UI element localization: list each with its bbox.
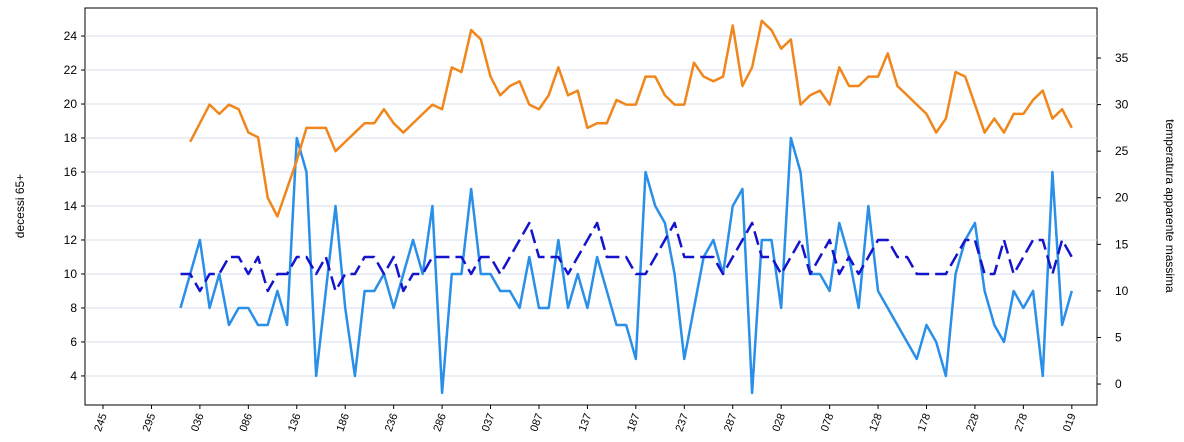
x-tick-label: 128 (867, 412, 885, 433)
x-tick-label: 178 (916, 412, 934, 433)
y2-axis-label: temperatura apparente massima (1163, 119, 1177, 293)
y2-tick-label: 0 (1115, 377, 1122, 391)
x-tick-label: 295 (141, 412, 159, 433)
y-tick-label: 4 (70, 369, 77, 383)
y2-tick-label: 15 (1115, 237, 1129, 251)
plot-frame (84, 7, 1098, 406)
x-tick-label: 278 (1013, 412, 1031, 433)
x-tick-label: 086 (238, 412, 256, 433)
series-line (189, 19, 1073, 218)
y2-tick-label: 5 (1115, 330, 1122, 344)
x-tick-label: 237 (674, 412, 692, 433)
x-tick-label: 228 (964, 412, 982, 433)
y-axis-label: decessi 65+ (13, 174, 27, 238)
y-tick-label: 20 (64, 97, 78, 111)
x-tick-label: 245 (92, 412, 110, 433)
y-tick-label: 6 (70, 335, 77, 349)
y-tick-label: 22 (64, 63, 78, 77)
y2-tick-label: 10 (1115, 284, 1129, 298)
x-tick-label: 019 (1061, 412, 1079, 433)
series-line (179, 136, 1074, 395)
y2-tick-label: 35 (1115, 51, 1129, 65)
x-tick-label: 136 (286, 412, 304, 433)
y-tick-label: 8 (70, 301, 77, 315)
x-tick-label: 287 (722, 412, 740, 433)
y2-tick-label: 25 (1115, 144, 1129, 158)
x-tick-label: 236 (383, 412, 401, 433)
y2-tick-label: 30 (1115, 98, 1129, 112)
x-tick-label: 028 (770, 412, 788, 433)
y-tick-label: 12 (64, 233, 78, 247)
x-tick-label: 186 (334, 412, 352, 433)
y-tick-label: 16 (64, 165, 78, 179)
series-line (180, 221, 1073, 293)
y2-tick-label: 20 (1115, 191, 1129, 205)
y-tick-label: 18 (64, 131, 78, 145)
x-tick-label: 078 (819, 412, 837, 433)
y-tick-label: 10 (64, 267, 78, 281)
y-tick-label: 24 (64, 29, 78, 43)
x-tick-label: 037 (480, 412, 498, 433)
x-tick-label: 137 (577, 412, 595, 433)
x-tick-label: 087 (528, 412, 546, 433)
x-tick-label: 286 (431, 412, 449, 433)
x-tick-label: 187 (625, 412, 643, 433)
x-tick-label: 036 (189, 412, 207, 433)
y-tick-label: 14 (64, 199, 78, 213)
